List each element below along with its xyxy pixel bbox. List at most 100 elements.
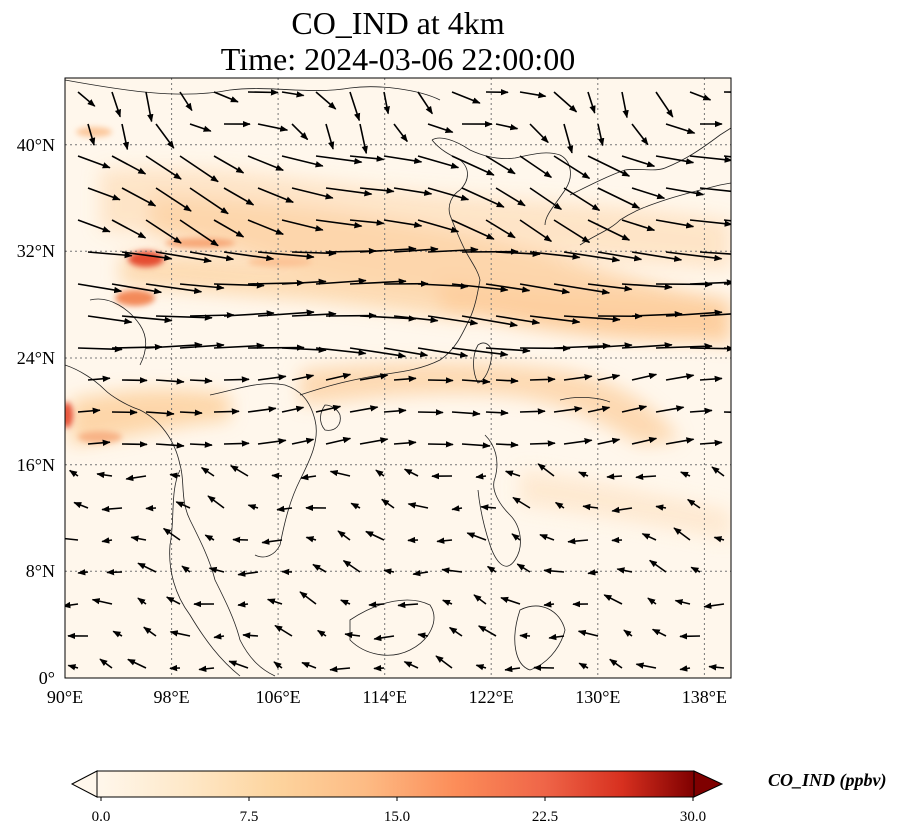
wind-arrow: [257, 123, 289, 132]
wind-arrow: [208, 566, 225, 574]
wind-arrow: [145, 91, 154, 123]
wind-arrow: [223, 310, 275, 317]
wind-arrow: [597, 437, 621, 445]
lon-tick-106: 106°E: [255, 687, 300, 707]
lat-tick-8: 8°N: [26, 561, 55, 581]
wind-arrow: [631, 187, 666, 200]
wind-arrow: [189, 123, 212, 132]
wind-arrow: [213, 342, 265, 350]
wind-arrow: [325, 123, 335, 150]
wind-arrow: [606, 473, 623, 480]
wind-arrow: [519, 408, 546, 415]
wind-arrow: [381, 498, 395, 509]
wind-arrow: [373, 664, 385, 672]
wind-arrow: [281, 219, 324, 232]
wind-arrow: [281, 278, 327, 286]
wind-arrow: [655, 155, 695, 165]
wind-arrow: [516, 563, 531, 573]
wind-arrow: [207, 495, 225, 509]
wind-arrow: [485, 347, 531, 354]
wind-arrow: [478, 625, 497, 637]
wind-arrow: [87, 375, 111, 382]
wind-arrow: [137, 597, 147, 605]
wind-arrow: [412, 569, 429, 577]
wind-arrow: [623, 629, 633, 637]
wind-arrow: [67, 664, 79, 671]
wind-arrow: [553, 219, 591, 244]
longitude-tick-labels: 90°E 98°E 106°E 114°E 122°E 130°E 138°E: [47, 687, 727, 707]
wind-arrow: [621, 155, 656, 168]
wind-arrow: [609, 658, 623, 669]
wind-arrow: [578, 662, 589, 670]
wind-arrow: [631, 436, 658, 445]
wind-arrow: [655, 343, 713, 350]
wind-arrow: [461, 315, 518, 328]
lon-tick-138: 138°E: [682, 687, 727, 707]
wind-arrow: [383, 219, 423, 228]
wind-arrow: [504, 665, 521, 673]
wind-arrow: [237, 570, 259, 577]
wind-arrow: [189, 187, 229, 215]
wind-arrow: [504, 470, 521, 477]
wind-arrow: [393, 439, 417, 447]
wind-arrow: [537, 463, 555, 477]
wind-arrow: [495, 250, 541, 258]
wind-arrow: [213, 155, 245, 174]
wind-arrow: [708, 664, 725, 671]
wind-arrow: [349, 219, 385, 226]
map-frame: [64, 77, 732, 679]
wind-arrow: [155, 251, 212, 264]
wind-arrow: [383, 347, 429, 358]
wind-arrow: [77, 283, 123, 294]
wind-arrow: [247, 219, 284, 236]
wind-arrow: [91, 598, 113, 605]
wind-arrow: [451, 283, 509, 293]
wind-arrow: [427, 123, 454, 133]
wind-arrow: [257, 309, 315, 317]
wind-arrow: [563, 438, 593, 445]
wind-arrow: [291, 310, 337, 318]
concentration-field: [65, 127, 731, 540]
wind-arrow: [247, 504, 259, 511]
wind-arrow: [247, 155, 284, 172]
wind-arrow: [130, 535, 147, 542]
wind-arrow: [77, 569, 89, 576]
wind-arrow: [165, 596, 181, 605]
wind-arrow: [635, 662, 657, 669]
wind-arrow: [349, 347, 407, 359]
wind-arrow: [312, 563, 327, 573]
wind-arrow: [403, 660, 419, 669]
wind-arrow: [266, 598, 283, 605]
wind-arrow: [665, 123, 696, 134]
wind-arrow: [359, 187, 395, 194]
wind-arrow: [143, 626, 157, 637]
wind-arrow: [145, 219, 182, 244]
wind-arrow: [519, 283, 571, 295]
wind-arrow: [315, 155, 363, 165]
wind-arrow: [451, 91, 481, 104]
wind-arrow: [485, 283, 531, 293]
wind-arrow: [145, 410, 175, 417]
wind-arrow: [329, 665, 351, 673]
wind-arrow: [466, 532, 487, 541]
wind-arrow: [169, 630, 191, 637]
wind-arrow: [603, 594, 623, 605]
wind-arrow: [96, 471, 113, 479]
wind-arrow: [276, 505, 293, 513]
wind-arrow: [689, 407, 713, 415]
wind-arrow: [213, 91, 239, 103]
wind-arrow: [578, 471, 589, 478]
wind-arrow: [563, 123, 574, 154]
wind-arrow: [655, 91, 674, 118]
wind-arrow: [485, 409, 509, 416]
wind-arrow: [529, 187, 563, 211]
wind-arrow: [121, 123, 130, 151]
wind-arrow: [563, 374, 593, 381]
wind-arrow: [529, 376, 556, 383]
wind-arrow: [349, 91, 361, 122]
wind-arrow: [699, 187, 731, 193]
wind-arrow: [417, 91, 433, 115]
wind-arrow: [230, 465, 249, 477]
wind-arrow: [145, 283, 203, 294]
